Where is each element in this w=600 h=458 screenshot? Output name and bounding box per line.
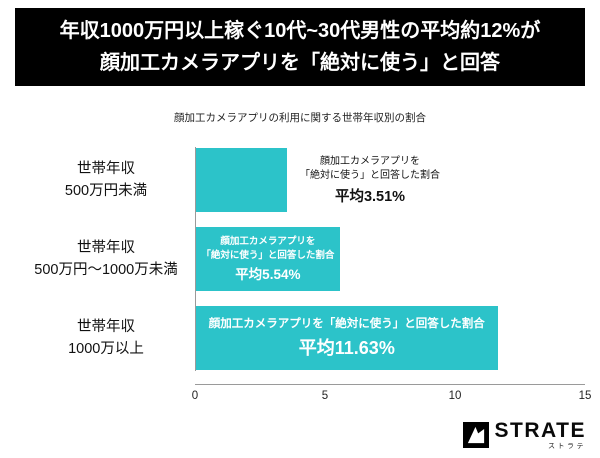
category-label: 世帯年収 1000万以上: [16, 316, 196, 361]
chart-row-500-to-1000: 世帯年収 500万円〜1000万未満 顔加工カメラアプリを 「絶対に使う」と回答…: [34, 226, 585, 292]
category-label: 世帯年収 500万円〜1000万未満: [16, 237, 196, 282]
chart-title: 顔加工カメラアプリの利用に関する世帯年収別の割合: [174, 112, 426, 124]
headline-banner: 年収1000万円以上稼ぐ10代~30代男性の平均約12%が 顔加工カメラアプリを…: [15, 8, 585, 86]
annotation-line-1: 顔加工カメラアプリを「絶対に使う」と回答した割合: [208, 317, 485, 330]
chart-rows: 世帯年収 500万円未満 顔加工カメラアプリを 「絶対に使う」と回答した割合 平…: [34, 147, 585, 371]
value-label: 平均11.63%: [298, 338, 395, 359]
brand-name: STRATE: [494, 419, 586, 442]
brand-subtitle: ストラテ: [548, 443, 586, 450]
bar-under-500: [196, 148, 288, 212]
x-tick-5: 5: [321, 390, 329, 402]
chart-row-over-1000: 世帯年収 1000万以上 顔加工カメラアプリを「絶対に使う」と回答した割合 平均…: [68, 305, 585, 371]
annotation-line-2: 「絶対に使う」と回答した割合: [201, 249, 335, 261]
annotation-line-2: 「絶対に使う」と回答した割合: [300, 169, 441, 181]
x-tick-15: 15: [578, 390, 592, 402]
brand-text: STRATE ストラテ: [495, 420, 586, 450]
category-label-line-2: 1000万以上: [68, 341, 144, 357]
value-label: 平均5.54%: [235, 267, 301, 283]
strate-logo-icon: [462, 422, 489, 448]
bar-annotation: 顔加工カメラアプリを 「絶対に使う」と回答した割合 平均3.51%: [300, 155, 440, 206]
category-label: 世帯年収 500万円未満: [16, 158, 196, 203]
category-label-line-1: 世帯年収: [77, 239, 135, 256]
category-label-line-2: 500万円未満: [64, 183, 148, 199]
bar-over-1000: 顔加工カメラアプリを「絶対に使う」と回答した割合 平均11.63%: [196, 306, 498, 370]
row-plot: 顔加工カメラアプリを「絶対に使う」と回答した割合 平均11.63%: [196, 305, 585, 371]
row-plot: 顔加工カメラアプリを 「絶対に使う」と回答した割合 平均5.54%: [196, 226, 585, 292]
chart-row-under-500: 世帯年収 500万円未満 顔加工カメラアプリを 「絶対に使う」と回答した割合 平…: [65, 147, 585, 213]
annotation-line-1: 顔加工カメラアプリを: [320, 155, 421, 167]
infographic-page: 年収1000万円以上稼ぐ10代~30代男性の平均約12%が 顔加工カメラアプリを…: [0, 8, 600, 458]
category-label-line-1: 世帯年収: [77, 318, 135, 335]
headline-line-1: 年収1000万円以上稼ぐ10代~30代男性の平均約12%が: [59, 20, 541, 42]
headline-line-2: 顔加工カメラアプリを「絶対に使う」と回答: [100, 52, 500, 74]
bar-chart: 顔加工カメラアプリの利用に関する世帯年収別の割合 世帯年収 500万円未満 顔加…: [15, 110, 591, 406]
bar-500-to-1000: 顔加工カメラアプリを 「絶対に使う」と回答した割合 平均5.54%: [196, 227, 340, 291]
row-plot: 顔加工カメラアプリを 「絶対に使う」と回答した割合 平均3.51%: [196, 147, 585, 213]
category-label-line-2: 500万円〜1000万未満: [34, 262, 178, 278]
value-label: 平均3.51%: [334, 188, 406, 205]
category-label-line-1: 世帯年収: [77, 160, 135, 177]
x-tick-10: 10: [448, 390, 462, 402]
annotation-line-1: 顔加工カメラアプリを: [220, 235, 316, 247]
brand-footer: STRATE ストラテ: [462, 420, 586, 450]
x-axis: 0 5 10 15: [191, 384, 591, 406]
x-tick-0: 0: [191, 390, 199, 402]
